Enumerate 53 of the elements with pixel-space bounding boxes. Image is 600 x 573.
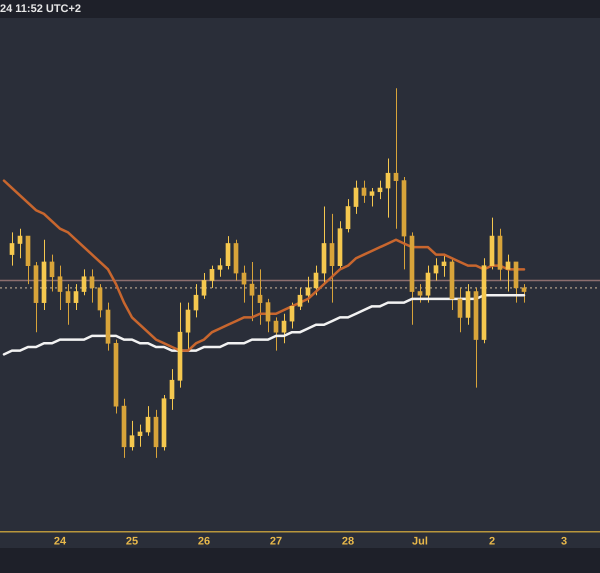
candlestick bbox=[258, 268, 262, 326]
candlestick bbox=[250, 261, 254, 322]
candlestick bbox=[354, 180, 358, 214]
candlestick bbox=[186, 302, 190, 352]
candlestick bbox=[242, 265, 246, 304]
candlestick bbox=[418, 284, 422, 304]
candlestick bbox=[90, 268, 94, 304]
candlestick bbox=[434, 258, 438, 281]
candlestick bbox=[18, 228, 22, 259]
x-tick-label: 3 bbox=[560, 535, 568, 548]
candlestick bbox=[194, 284, 198, 318]
candlestick bbox=[146, 406, 150, 436]
candlestick bbox=[170, 368, 174, 410]
candlestick bbox=[362, 180, 366, 204]
candlestick bbox=[202, 272, 206, 300]
candlestick bbox=[522, 284, 526, 304]
x-tick-label: 2 bbox=[488, 535, 496, 548]
candlestick bbox=[130, 420, 134, 451]
candlestick bbox=[82, 268, 86, 296]
candlestick bbox=[346, 198, 350, 233]
candlestick bbox=[386, 158, 390, 218]
candlestick bbox=[426, 265, 430, 304]
candlestick bbox=[442, 254, 446, 278]
candlestick bbox=[138, 424, 142, 448]
candlestick bbox=[66, 284, 70, 326]
candlestick bbox=[330, 213, 334, 304]
candlestick bbox=[298, 287, 302, 311]
candlestick bbox=[458, 287, 462, 333]
x-tick-label: 25 bbox=[126, 535, 138, 548]
candlestick bbox=[58, 265, 62, 311]
candlestick bbox=[282, 313, 286, 344]
candlestick bbox=[210, 265, 214, 288]
x-tick-label: Jul bbox=[412, 535, 428, 548]
candlestick bbox=[394, 88, 398, 230]
candlestick bbox=[74, 284, 78, 311]
candlestick bbox=[370, 188, 374, 208]
candlestick bbox=[10, 232, 14, 266]
candlestick bbox=[218, 258, 222, 278]
candlestick bbox=[290, 302, 294, 329]
x-tick-label: 26 bbox=[198, 535, 210, 548]
x-tick-label: 27 bbox=[270, 535, 282, 548]
candlestick bbox=[226, 236, 230, 270]
candlestick bbox=[306, 276, 310, 304]
candlestick bbox=[266, 298, 270, 333]
text: 24 11:52 UTC+2 bbox=[0, 3, 82, 16]
candlestick bbox=[98, 284, 102, 318]
candlestick bbox=[378, 180, 382, 200]
candlestick bbox=[274, 316, 278, 352]
candlestick bbox=[50, 254, 54, 292]
x-tick-label: 24 bbox=[54, 535, 67, 548]
candlestick bbox=[506, 254, 510, 292]
candlestick bbox=[314, 265, 318, 296]
x-tick-label: 28 bbox=[342, 535, 354, 548]
